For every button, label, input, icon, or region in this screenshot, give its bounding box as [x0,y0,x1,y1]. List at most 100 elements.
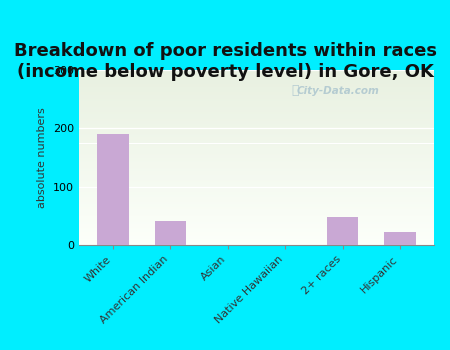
Bar [79,132,434,133]
Bar [79,93,434,94]
Bar [79,239,434,240]
Bar [79,163,434,164]
Bar [79,152,434,153]
Bar [79,141,434,142]
Bar [79,182,434,183]
Bar [79,166,434,167]
Bar [79,149,434,150]
Bar [79,184,434,186]
Bar [79,233,434,235]
Bar [79,82,434,83]
Text: City-Data.com: City-Data.com [297,86,380,96]
Bar [79,90,434,91]
Bar [79,189,434,190]
Bar [79,178,434,180]
Bar [79,206,434,208]
Bar [79,193,434,194]
Bar [79,100,434,101]
Bar [79,86,434,88]
Bar [79,191,434,193]
Bar [79,83,434,84]
Bar [79,175,434,176]
Bar [79,198,434,200]
Bar [97,134,129,245]
Bar [79,144,434,145]
Bar [79,234,434,236]
Bar [79,158,434,159]
Bar [79,105,434,106]
Bar [79,128,434,130]
Bar [79,89,434,90]
Bar [79,85,434,86]
Bar [79,209,434,210]
Bar [79,124,434,125]
Bar [79,215,434,216]
Bar [79,244,434,245]
Bar [79,190,434,191]
Bar [79,136,434,138]
Bar [79,168,434,169]
Bar [79,121,434,122]
Bar [79,108,434,110]
Bar [79,170,434,172]
Bar [79,98,434,99]
Bar [79,173,434,174]
Bar [79,203,434,204]
Bar [79,103,434,104]
Bar [79,111,434,112]
Bar [79,139,434,140]
Bar [79,232,434,233]
Bar [79,214,434,215]
Bar [79,76,434,77]
Bar [79,167,434,168]
Bar [79,153,434,154]
Bar [79,159,434,160]
Bar [79,223,434,224]
Bar [79,241,434,243]
Bar [79,138,434,139]
Bar [79,106,434,107]
Bar [79,96,434,97]
Bar [79,97,434,98]
Bar [79,107,434,108]
Bar [79,222,434,223]
Bar [79,127,434,128]
Bar [79,130,434,131]
Bar [79,147,434,148]
Bar [79,156,434,158]
Bar [79,212,434,214]
Bar [79,187,434,188]
Bar [79,202,434,203]
Bar [79,114,434,116]
Bar [79,236,434,237]
Bar [79,183,434,184]
Bar [79,117,434,118]
Bar [79,220,434,222]
Bar [155,220,186,245]
Bar [79,94,434,96]
Bar [79,142,434,144]
Bar [79,122,434,124]
Bar [79,160,434,161]
Bar [79,195,434,196]
Bar [79,70,434,71]
Bar [79,79,434,80]
Bar [79,169,434,170]
Bar [79,162,434,163]
Bar [79,78,434,79]
Bar [79,177,434,178]
Bar [79,231,434,232]
Bar [79,75,434,76]
Bar [79,204,434,205]
Bar [79,176,434,177]
Bar [79,228,434,229]
Bar [79,148,434,149]
Bar [79,134,434,135]
Bar [79,211,434,212]
Bar [79,172,434,173]
Bar [79,80,434,82]
Bar [79,140,434,141]
Bar [79,164,434,166]
Bar [79,218,434,219]
Bar [79,194,434,195]
